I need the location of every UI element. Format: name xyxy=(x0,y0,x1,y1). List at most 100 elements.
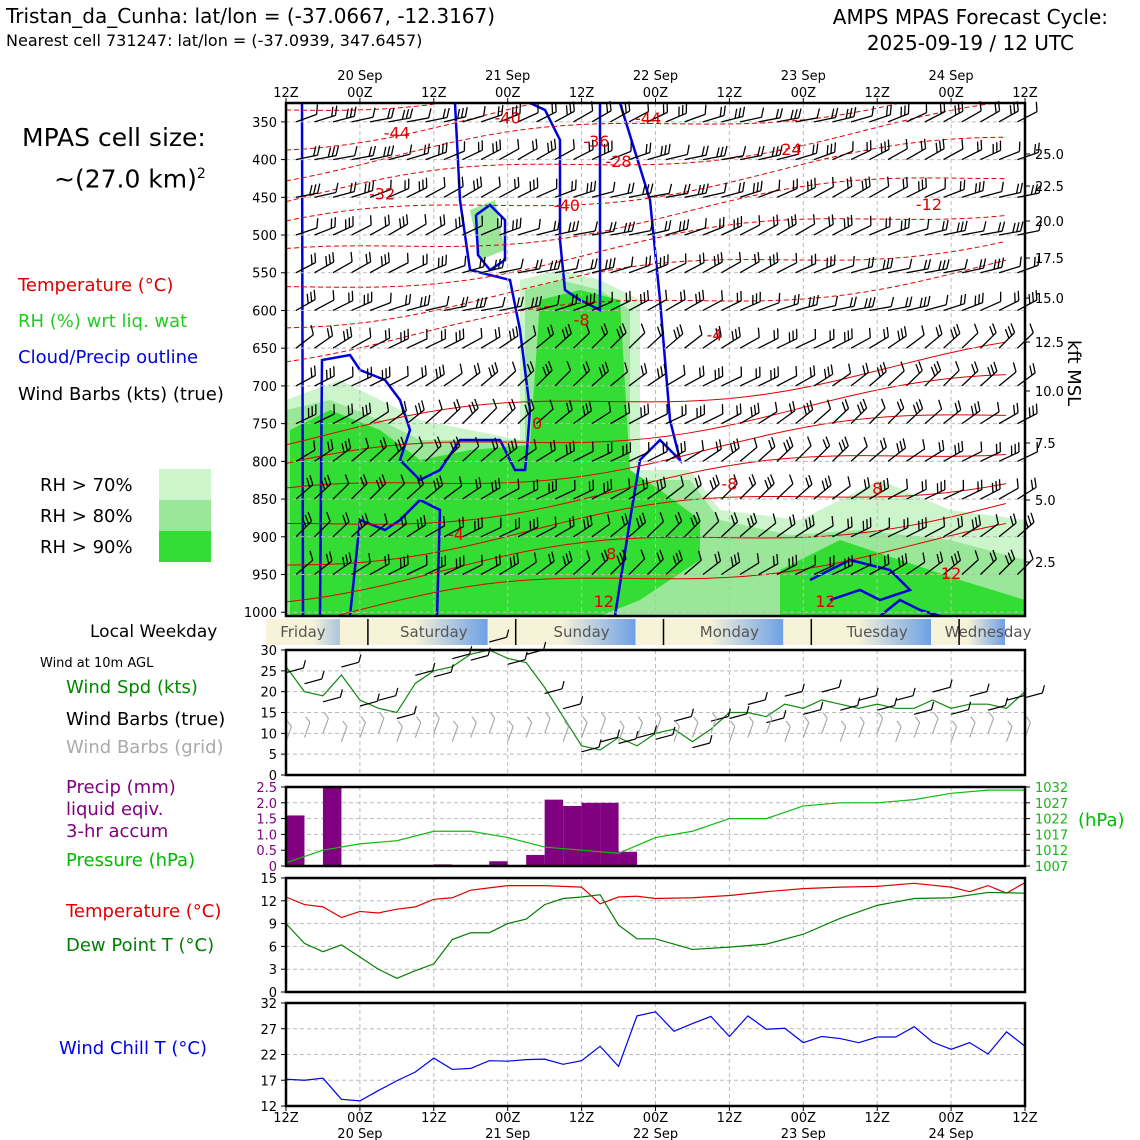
wind-barb-2-4 xyxy=(332,251,353,274)
barb-flag-18-2-0 xyxy=(649,183,654,194)
wind-barb-13-5 xyxy=(536,294,560,312)
legend-rh70-swatch xyxy=(159,469,211,500)
barb-flag-27-9-0 xyxy=(806,436,812,447)
barb-flag-25-7-2 xyxy=(770,369,772,380)
barb-flag-11-3-0 xyxy=(519,217,522,228)
barb-flag-23-2-1 xyxy=(738,182,742,193)
barb-flag-21-5-2 xyxy=(695,293,698,304)
barb-flag-32-9-0 xyxy=(902,438,907,449)
wind-barb-13-2 xyxy=(536,178,558,198)
barb-flag-2-11-0 xyxy=(345,512,350,522)
barb-flag-8-5-1 xyxy=(461,297,465,308)
wind-barb-21-10 xyxy=(684,475,702,500)
grid-barb-staff-3 xyxy=(340,726,348,742)
wind-barb-17-8 xyxy=(610,402,631,425)
wind-barb-34-2 xyxy=(924,178,946,198)
barb-flag-31-0-0 xyxy=(889,104,892,115)
barb-staff-35-4 xyxy=(943,268,966,274)
grid-barb-staff-32 xyxy=(876,718,884,734)
grid-barb-flag-26 xyxy=(767,712,773,719)
wind-barb-25-6 xyxy=(758,328,779,349)
barb-flag-21-6-0 xyxy=(698,325,703,335)
barb-flag-2-12-0 xyxy=(348,552,352,563)
wind-barb-8-3 xyxy=(443,214,465,236)
barb-flag-28-10-2 xyxy=(821,480,826,491)
barb-flag-35-3-2 xyxy=(956,222,960,233)
wind-barb-37-1 xyxy=(980,140,1002,161)
barb-flag-35-8-1 xyxy=(954,402,959,413)
barb-flag-34-3-0 xyxy=(945,219,949,230)
wind-barb-23-3 xyxy=(721,216,743,236)
barb-flag-2-9-0 xyxy=(347,438,352,449)
barb-flag-8-9-2 xyxy=(450,442,455,452)
top-time-label-6: 12Z xyxy=(717,86,743,101)
wind-barb-22-12 xyxy=(702,551,722,576)
wind-barb-4-12 xyxy=(369,553,390,576)
wind-barb-3-1 xyxy=(351,145,377,161)
wind-barb-21-4 xyxy=(684,252,705,274)
wind-barb-12-2 xyxy=(517,177,539,198)
barb-flag-4-0-0 xyxy=(390,108,395,118)
wind-barb-17-2 xyxy=(610,182,635,198)
wind-barb-31-7 xyxy=(869,361,887,387)
wind-barb-9-9 xyxy=(462,436,480,462)
wind-barb-15-7 xyxy=(573,361,591,387)
p3-ylabel-0.5: 0.5 xyxy=(256,844,277,859)
bottom-date-label-1: 21 Sep xyxy=(485,1127,530,1140)
wind-barb-26-12 xyxy=(776,554,798,576)
barb-flag-8-3-1 xyxy=(458,216,461,227)
barb-flag-34-1-0 xyxy=(942,138,945,149)
barb-flag-7-0-1 xyxy=(442,108,446,119)
sfc-barb-staff-18 xyxy=(618,738,637,745)
barb-flag-34-2-0 xyxy=(944,178,946,189)
wind-barb-4-8 xyxy=(369,401,390,425)
barb-flag-36-7-1 xyxy=(971,363,976,374)
barb-flag-33-1-0 xyxy=(923,138,927,149)
barb-flag-24-2-0 xyxy=(760,180,763,191)
barb-flag-7-10-0 xyxy=(439,475,444,486)
wind-barb-0-3 xyxy=(295,218,319,236)
wind-barb-38-8 xyxy=(998,402,1019,425)
barb-flag-22-4-2 xyxy=(713,256,716,266)
barb-staff-15-12 xyxy=(573,559,591,575)
wind-barb-20-6 xyxy=(665,324,684,349)
barb-flag-31-1-1 xyxy=(884,141,887,152)
sfc-barb-flag-5 xyxy=(395,687,399,696)
barb-flag-31-10-2 xyxy=(879,482,883,493)
barb-staff-7-2 xyxy=(425,186,446,198)
wind-barb-11-3 xyxy=(499,217,522,236)
wind-barb-8-10 xyxy=(443,476,463,500)
barb-flag-20-9-2 xyxy=(676,444,679,455)
wind-barb-10-8 xyxy=(480,398,498,425)
barb-flag-12-1-0 xyxy=(535,138,538,149)
sfc-barb-0 xyxy=(285,660,307,674)
sfc-barb-flag-11 xyxy=(506,629,510,638)
barb-flag-17-3-1 xyxy=(627,222,632,232)
barb-flag-5-8-1 xyxy=(400,403,404,414)
sfc-barb-staff-32 xyxy=(877,704,895,711)
barb-flag-39-6-0 xyxy=(1029,323,1034,334)
barb-flag-30-11-0 xyxy=(869,517,872,528)
barb-flag-8-12-1 xyxy=(459,556,461,567)
grid-barb-staff-37 xyxy=(969,722,976,738)
barb-flag-22-4-1 xyxy=(717,254,720,265)
wind-barb-35-6 xyxy=(943,323,961,349)
wind-barb-37-4 xyxy=(980,257,1005,274)
grid-barb-flag-24 xyxy=(730,720,736,727)
barb-flag-36-1-1 xyxy=(976,141,979,152)
p3-ylabel-2.0: 2.0 xyxy=(256,797,277,812)
bottom-time-label-3: 00Z xyxy=(495,1111,521,1126)
sfc-barb-flag-35 xyxy=(949,679,953,688)
barb-flag-17-0-2 xyxy=(621,105,624,116)
barb-flag-3-5-0 xyxy=(370,291,373,302)
barb-flag-12-11-2 xyxy=(529,520,532,531)
barb-flag-25-4-0 xyxy=(776,252,779,263)
barb-flag-31-9-0 xyxy=(882,437,887,448)
barb-flag-3-4-0 xyxy=(368,251,372,262)
grid-barb-26 xyxy=(765,712,773,734)
barb-flag-38-3-2 xyxy=(1012,222,1016,233)
wind-barb-9-2 xyxy=(462,176,483,198)
barb-flag-2-2-0 xyxy=(353,181,357,192)
wind-barb-8-8 xyxy=(443,399,461,425)
